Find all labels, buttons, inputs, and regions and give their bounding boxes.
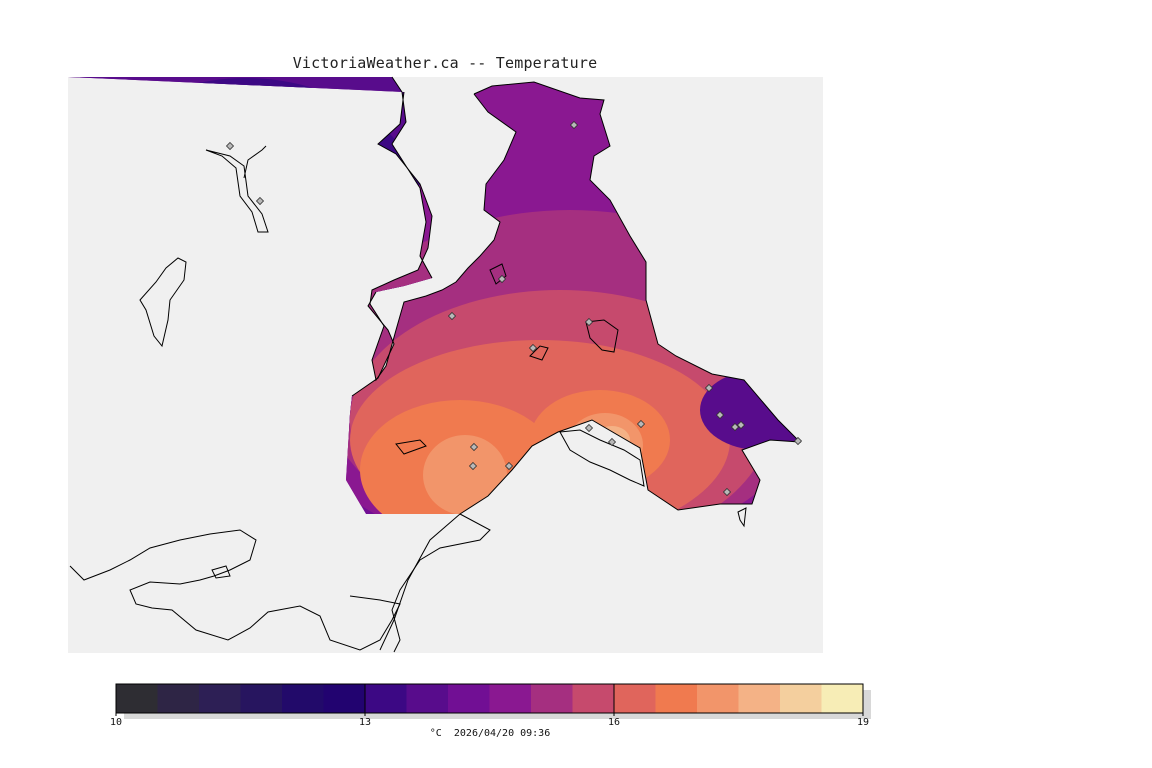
diamond-marker-icon — [730, 422, 740, 432]
diamond-marker-icon — [715, 410, 725, 420]
legend-tick-19: 19 — [856, 717, 870, 728]
legend-color-bar — [115, 683, 871, 719]
legend-swatch — [697, 684, 739, 713]
legend-swatch — [365, 684, 407, 713]
legend-swatch — [780, 684, 822, 713]
diamond-marker-icon — [584, 423, 594, 433]
diamond-marker-icon — [736, 420, 746, 430]
diamond-marker-icon — [497, 274, 507, 284]
legend-swatch — [240, 684, 283, 713]
diamond-marker-icon — [447, 311, 457, 321]
diamond-marker-icon — [607, 437, 617, 447]
diamond-marker-icon — [722, 487, 732, 497]
legend-swatch — [489, 684, 532, 713]
map-title: VictoriaWeather.ca -- Temperature — [292, 54, 598, 72]
legend-swatch — [282, 684, 324, 713]
diamond-marker-icon — [504, 461, 514, 471]
station-markers — [225, 120, 803, 497]
legend-swatch — [199, 684, 241, 713]
diamond-marker-icon — [469, 442, 479, 452]
legend-swatch — [406, 684, 449, 713]
legend-swatch — [614, 684, 656, 713]
diamond-marker-icon — [225, 141, 235, 151]
legend-swatch — [116, 684, 158, 713]
diamond-marker-icon — [584, 317, 594, 327]
diamond-marker-icon — [255, 196, 265, 206]
legend-timestamp: 2026/04/20 09:36 — [453, 728, 551, 739]
legend-swatch — [572, 684, 615, 713]
legend-unit: °C — [429, 728, 442, 739]
diamond-marker-icon — [468, 461, 478, 471]
diamond-marker-icon — [528, 343, 538, 353]
legend-tick-13: 13 — [358, 717, 372, 728]
legend-swatch — [531, 684, 573, 713]
legend-swatch — [738, 684, 781, 713]
diamond-marker-icon — [569, 120, 579, 130]
legend-swatch — [821, 684, 864, 713]
legend-tick-16: 16 — [607, 717, 621, 728]
legend-swatch — [323, 684, 366, 713]
legend-tick-10: 10 — [109, 717, 123, 728]
legend-swatch — [448, 684, 490, 713]
legend-caption: °C 2026/04/20 09:36 — [430, 728, 550, 739]
legend-swatch — [655, 684, 698, 713]
legend-swatch — [157, 684, 200, 713]
diamond-marker-icon — [704, 383, 714, 393]
diamond-marker-icon — [793, 436, 803, 446]
diamond-marker-icon — [636, 419, 646, 429]
